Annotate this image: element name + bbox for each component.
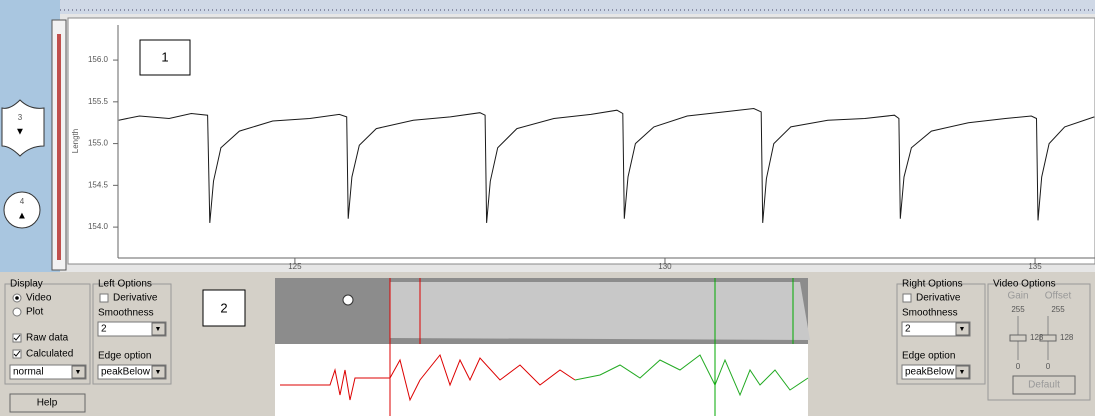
label: Offset bbox=[1045, 291, 1072, 302]
group-title: Left Options bbox=[98, 279, 152, 290]
slider-bar bbox=[57, 34, 61, 260]
dropdown-value: peakBelow bbox=[905, 367, 955, 378]
button-label: Default bbox=[1028, 380, 1060, 391]
dropdown-value: 2 bbox=[101, 324, 107, 335]
radio-dot bbox=[15, 296, 19, 300]
label: Edge option bbox=[902, 351, 955, 362]
checkbox-label: Derivative bbox=[916, 293, 961, 304]
group-title: Display bbox=[10, 279, 43, 290]
checkbox-label: Raw data bbox=[26, 333, 69, 344]
button-label: Help bbox=[37, 398, 58, 409]
checkbox-label: Calculated bbox=[26, 349, 73, 360]
slider-thumb[interactable] bbox=[1010, 335, 1026, 341]
cell-image bbox=[390, 282, 810, 340]
arrow: ▼ bbox=[155, 369, 162, 376]
slider-min: 0 bbox=[1046, 362, 1051, 371]
slider-max: 255 bbox=[1051, 305, 1065, 314]
cell-particle bbox=[343, 295, 353, 305]
label: Edge option bbox=[98, 351, 151, 362]
radio-label: Video bbox=[26, 293, 52, 304]
slider-value: 128 bbox=[1060, 333, 1074, 342]
slider-label: 3 bbox=[18, 113, 23, 122]
group-title: Video Options bbox=[993, 279, 1056, 290]
radio-label: Plot bbox=[26, 307, 43, 318]
arrow: ▼ bbox=[155, 326, 162, 333]
annotation: 1 bbox=[161, 49, 168, 64]
dropdown-value: peakBelow bbox=[101, 367, 151, 378]
slider-min: 0 bbox=[1016, 362, 1021, 371]
slider-arrow: ▼ bbox=[15, 127, 25, 138]
checkbox-label: Derivative bbox=[113, 293, 158, 304]
y-tick-label: 154.0 bbox=[88, 222, 109, 231]
checkbox[interactable] bbox=[903, 294, 911, 302]
x-tick-label: 135 bbox=[1028, 262, 1042, 271]
y-tick-label: 155.5 bbox=[88, 97, 109, 106]
arrow: ▼ bbox=[75, 369, 82, 376]
app-window: 3 ▼ 4 ▲ 154.0 154.5 155.0 155.5 156.0 125 130 1… bbox=[0, 0, 1095, 416]
label: Smoothness bbox=[902, 308, 958, 319]
y-tick-label: 155.0 bbox=[88, 139, 109, 148]
label: Smoothness bbox=[98, 308, 154, 319]
top-ruler bbox=[60, 0, 1095, 14]
checkbox[interactable] bbox=[100, 294, 108, 302]
plot-area bbox=[68, 18, 1095, 264]
dropdown-value: 2 bbox=[905, 324, 911, 335]
slider-arrow: ▲ bbox=[17, 211, 27, 222]
annotation: 2 bbox=[220, 300, 227, 315]
group-title: Right Options bbox=[902, 279, 963, 290]
y-axis-label: Length bbox=[71, 129, 80, 153]
x-tick-label: 125 bbox=[288, 262, 302, 271]
slider-label: 4 bbox=[20, 197, 25, 206]
y-tick-label: 156.0 bbox=[88, 55, 109, 64]
slider-max: 255 bbox=[1011, 305, 1025, 314]
label: Gain bbox=[1007, 291, 1028, 302]
dropdown-value: normal bbox=[13, 367, 44, 378]
y-tick-label: 154.5 bbox=[88, 180, 109, 189]
x-tick-label: 130 bbox=[658, 262, 672, 271]
arrow: ▼ bbox=[959, 369, 966, 376]
slider-value: 128 bbox=[1030, 333, 1044, 342]
arrow: ▼ bbox=[959, 326, 966, 333]
radio[interactable] bbox=[13, 308, 21, 316]
